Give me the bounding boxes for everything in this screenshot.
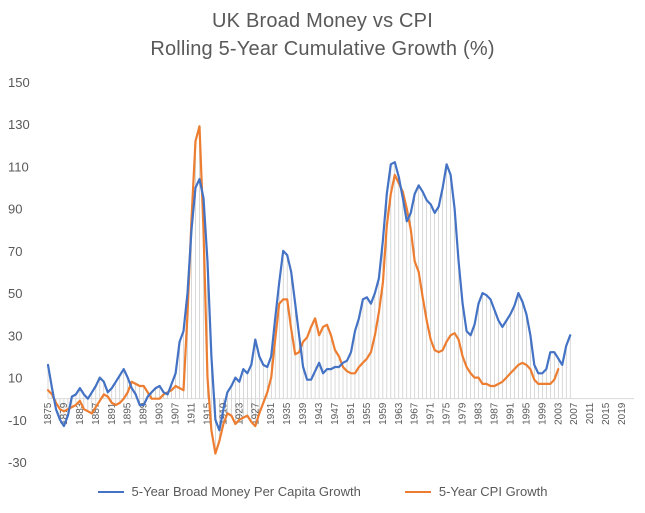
- chart-title: UK Broad Money vs CPI: [212, 10, 433, 32]
- x-tick-label: 1979: [458, 402, 469, 425]
- x-tick-label: 1963: [394, 402, 405, 425]
- x-tick-label: 1931: [266, 402, 277, 425]
- x-tick-label: 1995: [521, 402, 532, 425]
- legend-swatch-money: [97, 490, 124, 493]
- x-tick-label: 1975: [442, 402, 453, 425]
- x-tick-label: 1891: [107, 402, 118, 425]
- chart-legend: 5-Year Broad Money Per Capita Growth 5-Y…: [0, 484, 645, 499]
- y-tick-label: 130: [8, 117, 30, 132]
- x-tick-label: 1939: [298, 402, 309, 425]
- x-tick-label: 1879: [59, 402, 70, 425]
- y-tick-label: 30: [8, 328, 22, 343]
- x-tick-label: 1991: [505, 402, 516, 425]
- x-tick-label: 1967: [410, 402, 421, 425]
- y-tick-label: 110: [8, 159, 29, 174]
- x-tick-label: 1915: [202, 402, 213, 425]
- y-tick-label: -10: [8, 413, 27, 428]
- y-tick-label: 10: [8, 371, 22, 386]
- x-axis-ticks: 1875 1879 1883 1887 1891 1895 1899 1903 1907 1911…: [43, 402, 628, 425]
- x-tick-label: 1923: [234, 402, 245, 425]
- x-tick-label: 1999: [537, 402, 548, 425]
- drop-lines: [47, 126, 571, 454]
- x-tick-label: 2011: [585, 402, 596, 424]
- legend-swatch-cpi: [404, 490, 431, 493]
- y-tick-label: 50: [8, 286, 22, 301]
- x-tick-label: 1875: [43, 402, 54, 425]
- x-tick-label: 1899: [139, 402, 150, 425]
- x-tick-label: 1911: [187, 402, 198, 424]
- x-tick-label: 1935: [282, 402, 293, 425]
- x-tick-label: 1951: [346, 402, 357, 425]
- x-tick-label: 1927: [250, 402, 261, 425]
- x-tick-label: 2003: [553, 402, 564, 425]
- x-tick-label: 2007: [569, 402, 580, 425]
- series-layer: [46, 125, 572, 455]
- x-tick-label: 1883: [75, 402, 86, 425]
- y-tick-label: -30: [8, 455, 27, 470]
- x-tick-label: 1955: [362, 402, 373, 425]
- series-line-cpi: [46, 125, 560, 455]
- x-tick-label: 1903: [155, 402, 166, 425]
- x-tick-label: 1983: [474, 402, 485, 425]
- legend-label-money: 5-Year Broad Money Per Capita Growth: [131, 484, 361, 499]
- legend-label-cpi: 5-Year CPI Growth: [438, 484, 548, 499]
- x-tick-label: 1943: [314, 402, 325, 425]
- chart-subtitle: Rolling 5-Year Cumulative Growth (%): [150, 38, 495, 60]
- y-tick-label: 70: [8, 244, 22, 259]
- y-axis-ticks: -30 -10 10 30 50 70 90 110 130 150: [8, 75, 30, 470]
- x-tick-label: 1887: [91, 402, 102, 425]
- y-tick-label: 150: [8, 75, 30, 90]
- series-line-money: [46, 161, 572, 432]
- x-tick-label: 1959: [378, 402, 389, 425]
- x-tick-label: 1895: [123, 402, 134, 425]
- x-tick-label: 1919: [218, 402, 229, 425]
- x-tick-label: 1971: [426, 402, 437, 425]
- x-tick-label: 1907: [171, 402, 182, 425]
- y-tick-label: 90: [8, 202, 22, 217]
- x-tick-label: 1947: [330, 402, 341, 425]
- legend-item-cpi: 5-Year CPI Growth: [404, 484, 548, 499]
- x-tick-label: 1987: [489, 402, 500, 425]
- x-tick-label: 2015: [601, 402, 612, 425]
- x-tick-label: 2019: [617, 402, 628, 425]
- legend-item-money: 5-Year Broad Money Per Capita Growth: [97, 484, 361, 499]
